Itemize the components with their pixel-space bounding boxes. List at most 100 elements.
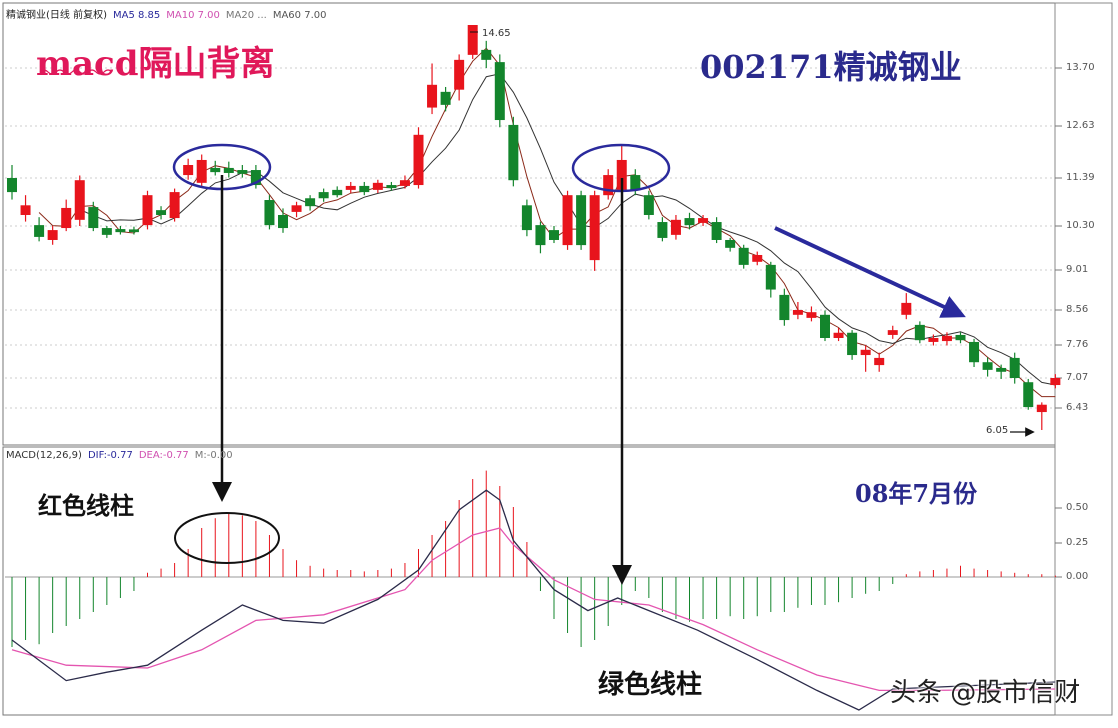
macd-pane-header: MACD(12,26,9) DIF:-0.77 DEA:-0.77 M:-0.00 [6, 450, 239, 461]
annotation-stock-name: 002171精诚钢业 [700, 48, 962, 86]
candle-down [34, 225, 45, 237]
ma-short-line [38, 47, 1056, 398]
candle-up [833, 332, 844, 338]
candle-up [413, 134, 424, 186]
dif-line [11, 489, 1056, 711]
candle-down [969, 341, 980, 363]
dea-line [11, 527, 1056, 692]
candle-down [765, 264, 776, 290]
candle-up [887, 330, 898, 335]
price-tick-label: 9.01 [1066, 264, 1089, 275]
candle-down [305, 198, 316, 207]
candle-up [20, 205, 31, 215]
candle-down [318, 192, 329, 199]
candle-up [901, 302, 912, 315]
price-tick-label: 10.30 [1066, 220, 1095, 231]
price-tick-label: 12.63 [1066, 120, 1095, 131]
candle-up [345, 185, 356, 190]
candle-up [399, 180, 410, 186]
candle-down [237, 170, 248, 174]
candle-up [752, 254, 763, 262]
candle-up [562, 195, 573, 246]
candle-up [603, 175, 614, 196]
candle-up [860, 349, 871, 356]
macd-value: M:-0.00 [194, 450, 233, 461]
candle-up [589, 195, 600, 261]
candle-down [657, 222, 668, 238]
candle-up [291, 205, 302, 212]
annotation-red-bars: 红色线柱 [38, 492, 134, 520]
ma20-value: MA20 ... [225, 10, 267, 21]
candle-down [278, 214, 288, 229]
candle-down [996, 367, 1007, 372]
candle-down [738, 247, 749, 265]
dea-value: DEA:-0.77 [138, 450, 189, 461]
candle-down [847, 332, 858, 356]
candle-down [359, 185, 370, 193]
candle-down [535, 225, 546, 246]
candle-down [643, 195, 654, 215]
candle-up [183, 165, 194, 176]
candle-down [914, 324, 925, 341]
ma60-value: MA60 7.00 [272, 10, 327, 21]
main-pane-header: 精诚钢业(日线 前复权) MA5 8.85 MA10 7.00 MA20 ... MA6… [6, 6, 332, 21]
price-tick-label: 7.07 [1066, 372, 1089, 383]
candle-down [955, 334, 966, 341]
candle-up [616, 159, 627, 190]
price-tick-label: 7.76 [1066, 339, 1089, 350]
high-price-label: 14.65 [482, 28, 511, 39]
candle-down [521, 205, 532, 231]
candle-up [467, 25, 478, 55]
candle-up [169, 192, 180, 219]
candle-up [142, 195, 153, 226]
annotation-title: macd隔山背离 [36, 44, 275, 84]
candle-down [101, 228, 112, 235]
candle-down [481, 49, 492, 60]
candle-down [223, 167, 234, 173]
candle-down [508, 124, 519, 181]
candle-down [711, 222, 722, 240]
candle-up [806, 312, 817, 318]
candle-down [982, 362, 993, 370]
candle-down [725, 239, 736, 248]
candle-up [196, 159, 207, 183]
watermark: 头条 @股市信财 [890, 678, 1081, 708]
candle-down [156, 210, 167, 215]
candle-down [332, 189, 343, 196]
candle-up [47, 230, 58, 240]
candle-down [1009, 357, 1020, 378]
candle-up [792, 310, 803, 315]
candle-down [7, 178, 17, 193]
price-axis-frame [1054, 2, 1113, 716]
low-price-label: 6.05 [986, 425, 1009, 436]
candle-down [779, 294, 790, 321]
candle-up [1050, 378, 1061, 386]
ma10-value: MA10 7.00 [166, 10, 220, 21]
candle-up [928, 338, 939, 342]
price-tick-label: 11.39 [1066, 172, 1095, 183]
candle-down [549, 230, 559, 240]
price-tick-label: 13.70 [1066, 62, 1095, 73]
ma5-value: MA5 8.85 [112, 10, 161, 21]
candle-down [494, 62, 505, 121]
price-tick-label: 6.43 [1066, 402, 1089, 413]
candle-up [1036, 404, 1047, 413]
candle-down [1023, 382, 1034, 408]
title-underline-wavy [39, 69, 113, 75]
candle-down [264, 200, 275, 226]
price-tick-label: 8.56 [1066, 304, 1089, 315]
candle-down [250, 170, 261, 186]
candle-up [698, 218, 709, 223]
candle-down [576, 195, 587, 246]
candle-up [670, 219, 681, 235]
candle-up [74, 180, 85, 220]
annotation-green-bars: 绿色线柱 [598, 670, 703, 700]
candle-up [454, 59, 465, 90]
candle-up [941, 335, 952, 342]
macd-name: MACD(12,26,9) [6, 450, 82, 461]
candle-down [630, 175, 641, 190]
candle-up [874, 357, 885, 366]
macd-tick-label: 0.00 [1066, 571, 1089, 582]
candle-down [128, 229, 139, 233]
